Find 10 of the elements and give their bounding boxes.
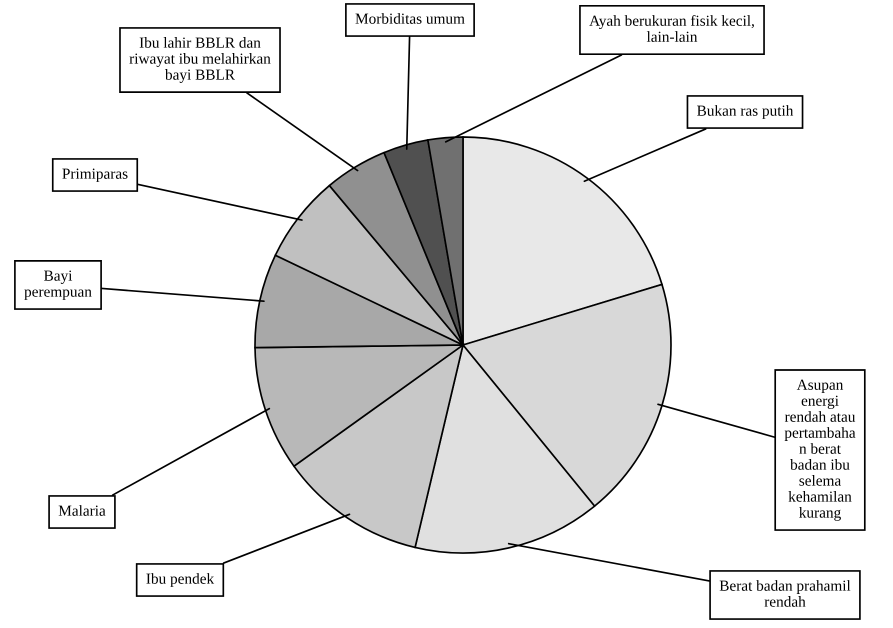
slice-label: Bukan ras putih xyxy=(697,105,794,119)
slice-label: Berat badan prahamil rendah xyxy=(720,580,850,607)
slice-label: Ayah berukuran fisik kecil, lain-lain xyxy=(589,14,754,42)
slice-label: Primiparas xyxy=(62,168,128,182)
slice-label: Ibu pendek xyxy=(146,573,214,587)
slice-label: Malaria xyxy=(58,505,106,516)
slice-label: Bayi perempuan xyxy=(24,270,92,300)
category-label: Asupan energi rendah atau pertambaha n berat badan ibu selema kehamilan kurang xyxy=(784,380,856,521)
slice-label: Ibu lahir BBLR dan riwayat ibu melahirkan bayi BBLR xyxy=(129,37,271,83)
slice-label: Morbiditas umum xyxy=(355,13,465,24)
